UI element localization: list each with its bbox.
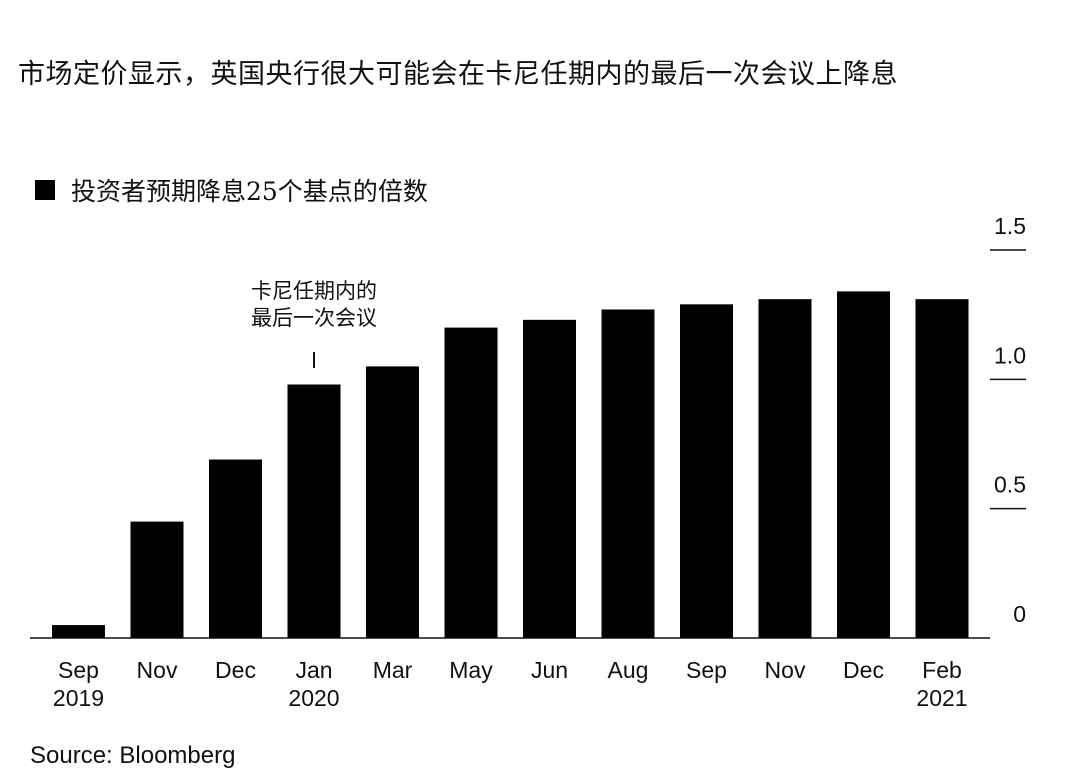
bar-1 xyxy=(52,625,105,638)
bar-4 xyxy=(287,384,341,638)
bar-9 xyxy=(680,304,733,638)
legend-swatch xyxy=(35,180,55,200)
x-tick-label: Mar xyxy=(373,657,413,683)
x-tick-label: Sep xyxy=(686,657,727,683)
x-tick-label: Nov xyxy=(765,657,806,683)
x-tick-label: Dec xyxy=(215,657,256,683)
chart-title: 市场定价显示，英国央行很大可能会在卡尼任期内的最后一次会议上降息 xyxy=(18,59,898,90)
x-tick-year-label: 2021 xyxy=(916,685,967,711)
x-tick-label: Dec xyxy=(843,657,884,683)
source-note: Source: Bloomberg xyxy=(30,742,236,769)
legend-label: 投资者预期降息25个基点的倍数 xyxy=(71,177,428,206)
y-tick-label: 1.5 xyxy=(994,213,1026,239)
bar-3 xyxy=(209,459,262,638)
y-tick-label: 1.0 xyxy=(994,342,1026,368)
x-tick-label: Sep xyxy=(58,657,99,683)
x-tick-label: Jun xyxy=(531,657,568,683)
x-tick-label: Jan xyxy=(295,657,332,683)
x-tick-year-label: 2020 xyxy=(288,685,339,711)
bar-5 xyxy=(366,366,419,638)
y-tick-label: 0 xyxy=(1013,601,1026,627)
x-tick-label: Nov xyxy=(137,657,178,683)
bar-11 xyxy=(837,291,890,638)
bar-10 xyxy=(758,299,812,638)
annotation-text-line: 卡尼任期内的 xyxy=(251,279,377,303)
bar-8 xyxy=(601,309,655,638)
legend: 投资者预期降息25个基点的倍数 xyxy=(35,172,428,208)
y-axis: 0 0.5 1.0 1.5 xyxy=(990,213,1026,627)
annotation-text-line: 最后一次会议 xyxy=(251,306,377,330)
bar-12 xyxy=(915,299,969,638)
x-tick-year-label: 2019 xyxy=(53,685,104,711)
bar-6 xyxy=(444,327,498,638)
annotation: 卡尼任期内的最后一次会议 xyxy=(251,279,377,368)
y-tick-label: 0.5 xyxy=(994,472,1026,498)
x-tick-label: May xyxy=(449,657,493,683)
x-tick-label: Aug xyxy=(608,657,649,683)
bars-group xyxy=(52,291,969,638)
bar-7 xyxy=(523,319,576,638)
x-tick-label: Feb xyxy=(922,657,962,683)
bar-2 xyxy=(130,521,184,638)
